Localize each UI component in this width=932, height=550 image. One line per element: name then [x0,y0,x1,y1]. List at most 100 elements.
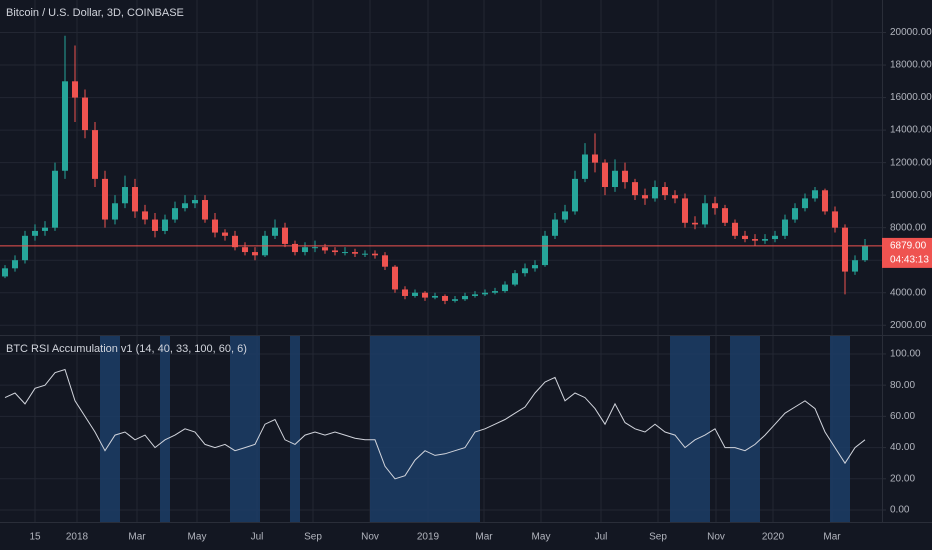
x-tick-label: Nov [361,532,379,543]
candle-body [82,97,88,131]
candle-body [372,253,378,256]
accumulation-zone [290,336,300,522]
accumulation-zone [160,336,170,522]
candle-body [612,170,618,188]
grid-layer [0,0,882,335]
candle-body [702,203,708,225]
candle-body [652,187,658,199]
accumulation-zone [390,336,400,522]
y-tick-label: 4000.00 [890,287,927,298]
candle-body [252,252,258,256]
candle-body [552,219,558,236]
candle-body [22,235,28,261]
price-label: 6879.00 [890,241,927,252]
candle-body [102,178,108,220]
candle-body [562,211,568,220]
candle-body [332,250,338,253]
candle-body [532,265,538,269]
accumulation-zone [240,336,250,522]
candle-body [92,130,98,179]
candle-body [42,227,48,231]
pane-title: BTC RSI Accumulation v1 (14, 40, 33, 100… [6,343,247,355]
candle-body [662,187,668,196]
x-tick-label: May [188,532,207,543]
accumulation-zone [440,336,450,522]
candle-body [302,247,308,253]
mark-layer [4,368,866,480]
y-tick-label: 60.00 [890,411,915,422]
y-tick-label: 14000.00 [890,125,932,136]
accumulation-zone [430,336,440,522]
candle-body [502,284,508,292]
candle-body [542,235,548,266]
accumulation-zone [830,336,840,522]
candle-body [572,178,578,212]
y-tick-label: 100.00 [890,349,921,360]
candle-body [62,81,68,171]
y-tick-label: 20000.00 [890,27,932,38]
candle-body [402,289,408,296]
candle-body [32,230,38,236]
candle-body [242,247,248,253]
accumulation-zone [110,336,120,522]
accumulation-zone [380,336,390,522]
candle-body [802,198,808,209]
accumulation-zone [460,336,470,522]
candle-body [122,187,128,204]
mark-layer [0,35,882,305]
x-tick-label: Jul [251,532,264,543]
x-tick-label: 2018 [66,532,89,543]
candle-body [422,292,428,298]
candle-body [862,245,868,261]
candle-body [732,222,738,236]
accumulation-zone [420,336,430,522]
countdown-label: 04:43:13 [890,255,929,266]
x-tick-label: Sep [304,532,322,543]
candle-body [692,222,698,225]
candle-body [182,203,188,209]
accumulation-zone [750,336,760,522]
candle-body [462,295,468,300]
candle-body [472,294,478,296]
accumulation-zone [450,336,460,522]
candle-body [492,291,498,293]
candle-body [112,203,118,220]
pane-title: Bitcoin / U.S. Dollar, 3D, COINBASE [6,7,184,19]
candle-body [272,227,278,236]
label-layer: 2000.004000.006000.008000.0010000.001200… [6,7,932,543]
candle-body [712,203,718,209]
candle-body [842,227,848,272]
accumulation-zone [690,336,700,522]
accumulation-zone [400,336,410,522]
x-tick-label: Mar [475,532,493,543]
candle-body [222,232,228,236]
y-tick-label: 0.00 [890,505,910,516]
accumulation-zone [840,336,850,522]
candle-body [392,266,398,290]
x-tick-label: 15 [29,532,41,543]
x-tick-label: Mar [823,532,841,543]
candle-body [2,268,8,277]
candle-body [412,292,418,296]
candle-body [822,190,828,212]
accumulation-zone [370,336,380,522]
x-tick-label: 2020 [762,532,785,543]
accumulation-zone [680,336,690,522]
accumulation-zone [410,336,420,522]
candle-body [752,239,758,241]
rsi-line [4,368,866,480]
candle-body [342,252,348,254]
x-tick-label: Jul [595,532,608,543]
x-tick-label: Mar [128,532,146,543]
candle-body [852,260,858,272]
candle-body [432,295,438,298]
accumulation-zone [730,336,740,522]
candle-body [452,299,458,301]
candle-body [172,208,178,220]
y-tick-label: 12000.00 [890,157,932,168]
candle-body [602,162,608,188]
y-tick-label: 8000.00 [890,222,927,233]
accumulation-zone [250,336,260,522]
candle-body [352,252,358,254]
candle-body [282,227,288,244]
